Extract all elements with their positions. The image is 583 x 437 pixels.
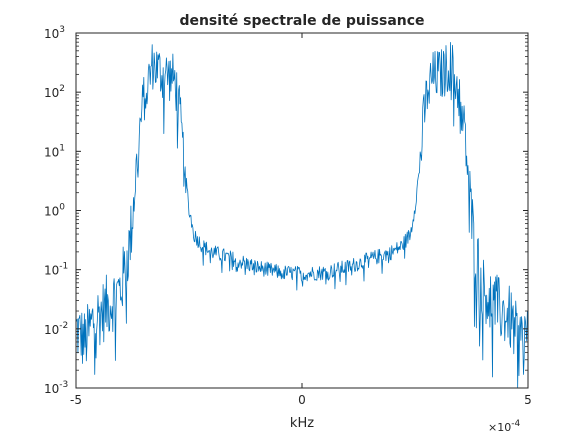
y-tick-exponent: -1 [59, 262, 68, 272]
y-tick-base: 10 [44, 323, 59, 337]
y-tick-exponent: -2 [59, 321, 68, 331]
chart-title: densité spectrale de puissance [179, 13, 424, 29]
x-axis-exponent-base: ×10 [488, 421, 511, 434]
x-tick-label: 5 [524, 393, 532, 407]
y-tick-exponent: 0 [59, 203, 65, 213]
x-tick-label: -5 [70, 393, 82, 407]
x-axis-label: kHz [290, 416, 314, 431]
x-axis-exponent-power: -4 [511, 419, 520, 429]
y-tick-exponent: -3 [59, 380, 68, 390]
y-tick-base: 10 [44, 86, 59, 100]
y-tick-exponent: 2 [59, 84, 65, 94]
y-tick-exponent: 1 [59, 143, 65, 153]
y-tick-exponent: 3 [59, 25, 65, 35]
y-tick-base: 10 [44, 27, 59, 41]
y-tick-base: 10 [44, 145, 59, 159]
y-tick-base: 10 [44, 264, 59, 278]
y-tick-base: 10 [44, 205, 59, 219]
y-tick-base: 10 [44, 382, 59, 396]
x-tick-label: 0 [298, 393, 306, 407]
